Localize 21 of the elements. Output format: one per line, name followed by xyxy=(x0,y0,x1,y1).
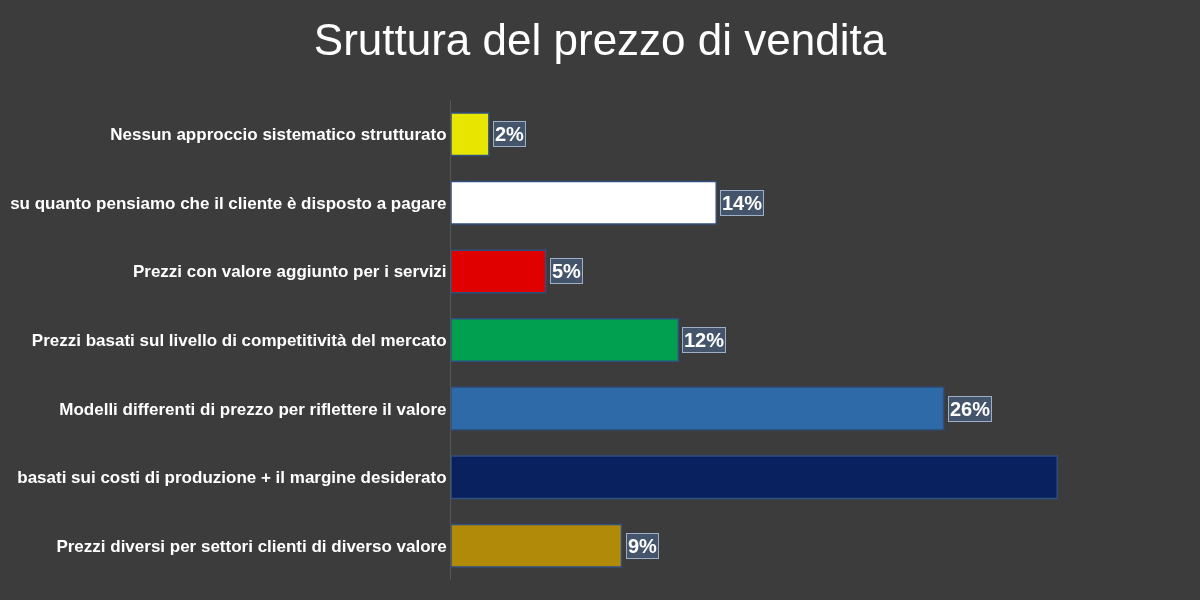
y-tick-label: basati sui costi di produzione + il margine desiderato xyxy=(17,468,447,488)
bar xyxy=(451,455,1058,500)
y-tick-label: Prezzi diversi per settori clienti di diverso valore xyxy=(56,536,447,556)
data-label: 26% xyxy=(950,398,991,420)
bar xyxy=(451,317,680,363)
bar xyxy=(451,386,945,431)
data-label: 14% xyxy=(722,192,763,214)
y-tick-label: Prezzi basati sul livello di competitività del mercato xyxy=(31,330,447,350)
y-tick-label: Nessun approccio sistematico strutturato xyxy=(110,125,447,145)
chart-title: Sruttura del prezzo di vendita xyxy=(313,14,887,64)
y-tick-label: su quanto pensiamo che il cliente è disposto a pagare xyxy=(10,193,447,213)
bar xyxy=(451,249,547,294)
y-tick-label: Modelli differenti di prezzo per riflettere il valore xyxy=(59,399,447,419)
data-label: 9% xyxy=(628,535,658,557)
y-tick-label: Prezzi con valore aggiunto per i servizi xyxy=(132,262,447,282)
bar xyxy=(451,523,623,568)
data-label: 5% xyxy=(552,260,582,282)
bar xyxy=(451,180,717,225)
data-label: 2% xyxy=(495,123,525,145)
data-label: 12% xyxy=(684,329,725,351)
bar xyxy=(451,112,490,157)
